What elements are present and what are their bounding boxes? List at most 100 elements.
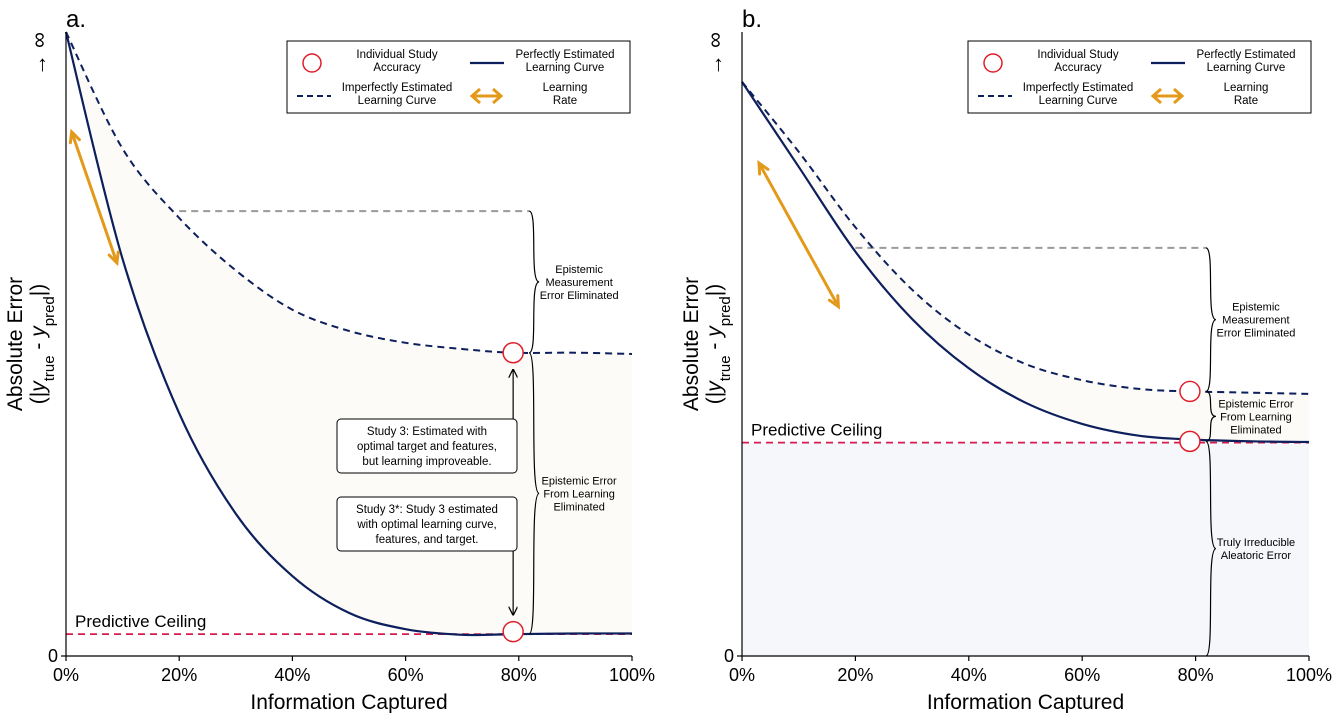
infinity-label: → ∞ <box>26 32 51 76</box>
y-axis-label-part: y <box>27 325 50 339</box>
y-axis-label-part: true <box>41 355 58 381</box>
x-tick-label: 40% <box>951 665 987 685</box>
legend-arrowhead <box>469 87 481 105</box>
imperfect-curve-line <box>741 81 1310 395</box>
study-point <box>1179 380 1201 403</box>
bracket-label: Epistemic Error <box>1218 398 1294 410</box>
bracket-label: Eliminated <box>1230 424 1281 436</box>
y-axis-label-group: Absolute Error (|ytrue - ypred|) <box>4 277 58 411</box>
learning-rate-arrowhead <box>68 128 81 145</box>
legend-arrowhead <box>1150 87 1162 105</box>
bracket-label: Error Eliminated <box>1217 328 1296 340</box>
x-tick-label: 80% <box>501 665 537 685</box>
bracket-label: Epistemic <box>1232 302 1280 314</box>
imperfect-curve-line <box>65 31 633 355</box>
study-point <box>502 620 524 643</box>
y-tick-label: 0 <box>48 646 58 666</box>
x-tick-label: 80% <box>1178 665 1214 685</box>
bracket <box>1205 440 1217 657</box>
y-tick-label: 0 <box>724 646 734 666</box>
legend-arrowhead <box>1173 87 1185 105</box>
y-axis-label-part: - <box>27 337 50 356</box>
y-axis-label-part: y <box>703 380 726 394</box>
x-axis-label: Information Captured <box>250 691 447 713</box>
x-tick-label: 0% <box>53 665 79 685</box>
y-axis-label-part: true <box>717 355 734 381</box>
annotation-text: optimal target and features, <box>357 441 497 453</box>
bracket <box>1205 390 1217 442</box>
y-axis-label: Absolute Error <box>4 277 27 411</box>
legend-label: Learning Curve <box>358 95 437 107</box>
y-axis-label-part: - <box>703 337 726 356</box>
legend-label: Accuracy <box>1054 62 1102 74</box>
learning-rate-arrow <box>757 162 840 308</box>
legend-box <box>967 40 1312 114</box>
panel-label: a. <box>66 6 86 33</box>
x-tick-label: 100% <box>609 665 655 685</box>
bracket-label: Error Eliminated <box>540 290 619 302</box>
x-tick-label: 20% <box>161 665 197 685</box>
y-axis-label-part: y <box>27 380 50 394</box>
bracket-label: From Learning <box>543 488 615 500</box>
bracket-label: Aleatoric Error <box>1221 550 1292 562</box>
legend-label: Individual Study <box>1037 49 1118 61</box>
legend-point-key <box>302 53 322 73</box>
legend-label: Imperfectly Estimated <box>1023 82 1134 94</box>
legend-label: Perfectly Estimated <box>515 49 614 61</box>
legend-point-key <box>983 53 1003 73</box>
legend-label: Imperfectly Estimated <box>342 82 453 94</box>
infinity-label-group: → ∞ <box>26 32 51 76</box>
y-axis-label-part: (| <box>27 392 50 404</box>
bracket-label: Measurement <box>1222 315 1289 327</box>
x-tick-label: 0% <box>729 665 755 685</box>
annotation-text: but learning improveable. <box>362 456 491 468</box>
x-tick-label: 40% <box>274 665 310 685</box>
annotation-box <box>336 496 518 552</box>
y-axis-label-part: y <box>703 325 726 339</box>
y-axis-label-part: (| <box>703 392 726 404</box>
bracket-label: Epistemic Error <box>542 475 618 487</box>
bracket <box>528 210 540 354</box>
infinity-label-group: → ∞ <box>702 32 727 76</box>
bracket-label: Eliminated <box>553 501 604 513</box>
legend-label: Rate <box>553 95 577 107</box>
panel-label: b. <box>742 6 762 33</box>
legend-label: Rate <box>1234 95 1258 107</box>
x-tick-label: 60% <box>388 665 424 685</box>
x-tick-label: 100% <box>1286 665 1332 685</box>
legend-label: Individual Study <box>356 49 437 61</box>
legend-label: Learning <box>1224 82 1269 94</box>
annotation-box <box>336 418 518 474</box>
y-axis-label-part: |) <box>27 284 50 296</box>
y-axis-label-part: |) <box>703 284 726 296</box>
learning-rate-arrow <box>70 131 119 264</box>
legend-label: Learning Curve <box>1039 95 1118 107</box>
study-point <box>1179 430 1201 453</box>
bracket <box>1205 247 1217 393</box>
y-axis-label-group: Absolute Error (|ytrue - ypred|) <box>680 277 734 411</box>
learning-rate-arrowhead <box>107 250 120 267</box>
annotation-text: features, and target. <box>376 534 479 546</box>
bracket-label: Epistemic <box>555 264 603 276</box>
annotation-text: Study 3: Estimated with <box>367 426 487 438</box>
legend-label: Learning <box>543 82 588 94</box>
legend-label: Learning Curve <box>1207 62 1286 74</box>
legend-label: Accuracy <box>373 62 421 74</box>
legend-label: Perfectly Estimated <box>1196 49 1295 61</box>
annotation-text: with optimal learning curve, <box>356 519 496 531</box>
legend-label: Learning Curve <box>526 62 605 74</box>
x-tick-label: 20% <box>837 665 873 685</box>
study-point <box>502 341 524 364</box>
learning-rate-arrowhead <box>827 294 841 310</box>
y-axis-label-part: pred <box>41 296 58 326</box>
learning-gap-area <box>66 32 632 636</box>
learning-gap-area <box>742 81 1309 443</box>
bracket-label: Truly Irreducible <box>1217 537 1295 549</box>
legend-arrowhead <box>492 87 504 105</box>
y-axis-label: Absolute Error <box>680 277 703 411</box>
y-axis-label-part: pred <box>717 296 734 326</box>
infinity-label: → ∞ <box>702 32 727 76</box>
